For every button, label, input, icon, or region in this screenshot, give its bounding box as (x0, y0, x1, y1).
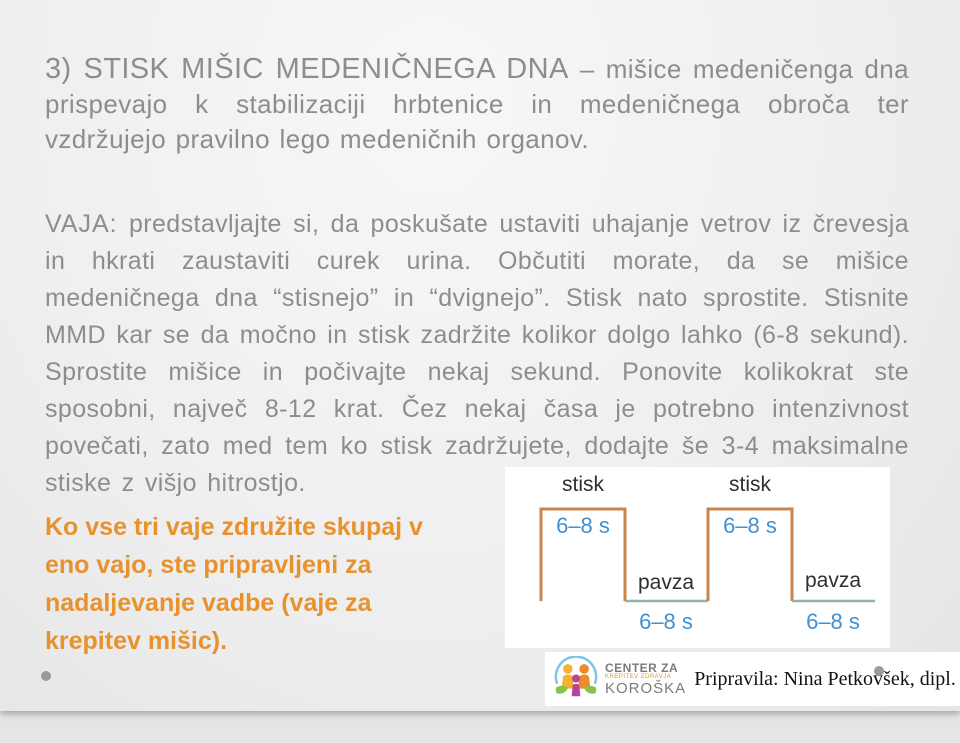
phase-label-pavza-1: pavza (637, 571, 695, 594)
logo-text: CENTER ZA KREPITEV ZDRAVJA KOROŠKA (605, 662, 686, 697)
duration-label-3: 6–8 s (639, 609, 693, 634)
duration-label-2: 6–8 s (723, 513, 777, 538)
presentation-slide: 3) STISK MIŠIC MEDENIČNEGA DNA – mišice … (0, 0, 960, 711)
logo-line-krepitev-zdravja: KREPITEV ZDRAVJA (605, 674, 672, 681)
logo-icon (554, 656, 598, 697)
slide-title-heading: 3) STISK MIŠIC MEDENIČNEGA DNA (45, 53, 569, 85)
phase-label-stisk-1: stisk (562, 473, 604, 496)
duration-label-1: 6–8 s (556, 513, 610, 538)
footer: CENTER ZA KREPITEV ZDRAVJA KOROŠKA Pripr… (545, 652, 960, 706)
phase-label-pavza-2: pavza (804, 569, 862, 592)
decorative-dot-right (874, 666, 884, 676)
squeeze-pause-diagram: stisk 6–8 s stisk 6–8 s pavza 6–8 s pavz… (505, 467, 890, 648)
center-za-krepitev-zdravja-logo: CENTER ZA KREPITEV ZDRAVJA KOROŠKA (553, 656, 686, 702)
pulse-line-1 (539, 507, 627, 601)
exercise-paragraph: VAJA: predstavljajte si, da poskušate us… (45, 206, 909, 502)
author-credit: Pripravila: Nina Petkovšek, dipl. kin. (694, 667, 960, 690)
duration-label-4: 6–8 s (806, 609, 860, 634)
phase-label-stisk-2: stisk (729, 473, 771, 496)
exercise-label: VAJA: (45, 210, 118, 238)
exercise-body: predstavljajte si, da poskušate ustaviti… (45, 210, 909, 497)
logo-line-center-za: CENTER ZA (605, 660, 679, 675)
slide-title-rest: – mišice medeničenga dna prispevajo k st… (45, 54, 909, 154)
pulse-line-2 (706, 507, 794, 601)
square-wave-icon (539, 507, 875, 603)
logo-line-koroska: KOROŠKA (605, 679, 687, 697)
slide-title: 3) STISK MIŠIC MEDENIČNEGA DNA – mišice … (45, 52, 909, 157)
decorative-dot-left (41, 671, 51, 681)
highlight-note: Ko vse tri vaje združite skupaj v eno va… (45, 513, 423, 655)
